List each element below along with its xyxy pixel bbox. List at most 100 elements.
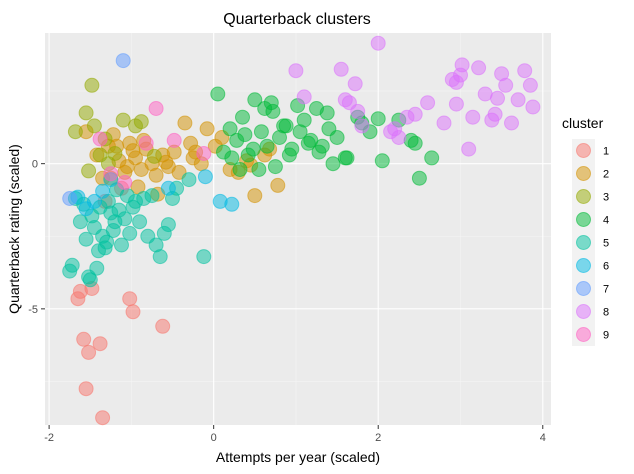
point-cluster-3 [81, 163, 97, 179]
point-cluster-8 [347, 76, 363, 92]
point-cluster-8 [504, 115, 519, 131]
data-points [62, 35, 541, 426]
point-cluster-8 [453, 67, 468, 83]
legend-swatch-1 [576, 143, 591, 158]
legend-swatch-8 [576, 304, 591, 319]
legend-label-1: 1 [603, 146, 609, 158]
point-cluster-5 [89, 260, 105, 276]
point-cluster-8 [525, 99, 541, 115]
point-cluster-6 [86, 193, 102, 209]
point-cluster-8 [498, 77, 514, 93]
point-cluster-9 [92, 131, 108, 147]
plot-panel [45, 33, 551, 425]
point-cluster-3 [84, 77, 100, 93]
legend-swatch-4 [576, 212, 591, 227]
point-cluster-8 [333, 61, 349, 77]
point-cluster-2 [270, 177, 286, 193]
y-axis-title: Quarterback rating (scaled) [6, 144, 22, 314]
point-cluster-9 [196, 146, 212, 161]
point-cluster-8 [487, 106, 503, 122]
y-tick-label: -5 [28, 304, 38, 316]
point-cluster-4 [253, 124, 269, 140]
point-cluster-1 [125, 304, 141, 320]
point-cluster-2 [148, 167, 164, 183]
point-cluster-4 [247, 92, 263, 108]
point-cluster-4 [374, 153, 390, 169]
point-cluster-2 [247, 188, 263, 204]
point-cluster-2 [125, 143, 141, 159]
point-cluster-5 [152, 249, 168, 265]
point-cluster-4 [424, 150, 440, 166]
point-cluster-4 [245, 141, 261, 157]
point-cluster-5 [78, 231, 94, 247]
x-tick-label: -2 [44, 432, 54, 444]
point-cluster-1 [95, 410, 111, 426]
point-cluster-5 [181, 172, 197, 188]
point-cluster-3 [115, 112, 131, 128]
point-cluster-3 [146, 148, 162, 164]
point-cluster-1 [76, 331, 92, 347]
point-cluster-5 [64, 257, 80, 273]
point-cluster-6 [95, 183, 111, 199]
point-cluster-9 [138, 135, 154, 151]
chart-title: Quarterback clusters [223, 11, 371, 28]
point-cluster-6 [224, 196, 240, 212]
point-cluster-4 [259, 138, 275, 154]
point-cluster-1 [122, 291, 138, 307]
x-tick-label: 2 [375, 432, 381, 444]
point-cluster-8 [420, 95, 436, 111]
point-cluster-4 [407, 135, 423, 151]
point-cluster-4 [411, 170, 427, 186]
point-cluster-2 [177, 115, 193, 131]
point-cluster-4 [311, 144, 327, 160]
point-cluster-4 [251, 162, 267, 177]
point-cluster-3 [67, 124, 83, 140]
point-cluster-8 [448, 96, 464, 112]
point-cluster-7 [115, 53, 131, 69]
point-cluster-4 [319, 105, 335, 121]
point-cluster-1 [92, 336, 108, 352]
point-cluster-4 [276, 118, 292, 134]
point-cluster-6 [197, 169, 213, 185]
point-cluster-8 [522, 77, 538, 93]
point-cluster-8 [517, 63, 533, 79]
point-cluster-9 [117, 175, 133, 190]
y-axis: -5 0 [28, 159, 45, 316]
point-cluster-1 [155, 318, 171, 334]
point-cluster-4 [281, 147, 297, 163]
point-cluster-4 [232, 162, 248, 177]
point-cluster-8 [288, 63, 304, 79]
point-cluster-1 [78, 381, 94, 397]
legend-swatch-7 [576, 281, 591, 296]
point-cluster-5 [160, 217, 176, 233]
point-cluster-5 [144, 188, 160, 204]
legend-label-2: 2 [603, 169, 609, 181]
legend-label-5: 5 [603, 238, 609, 250]
point-cluster-1 [72, 283, 88, 299]
point-cluster-4 [235, 109, 250, 125]
point-cluster-5 [114, 237, 129, 253]
legend-label-3: 3 [603, 192, 609, 204]
x-tick-label: 0 [211, 432, 217, 444]
legend-label-9: 9 [603, 330, 609, 342]
point-cluster-8 [461, 141, 477, 157]
point-cluster-2 [199, 121, 215, 137]
x-tick-label: 4 [540, 432, 546, 444]
point-cluster-4 [210, 86, 226, 102]
y-tick-label: 0 [32, 159, 38, 171]
point-cluster-4 [329, 130, 345, 145]
point-cluster-8 [354, 118, 370, 134]
legend: cluster 1 2 3 4 5 6 7 8 9 [562, 115, 609, 346]
point-cluster-8 [510, 92, 526, 108]
legend-swatch-2 [576, 166, 591, 181]
point-cluster-4 [292, 124, 308, 140]
point-cluster-8 [370, 35, 386, 51]
point-cluster-3 [107, 146, 123, 161]
legend-label-7: 7 [603, 284, 609, 296]
point-cluster-8 [296, 89, 312, 105]
point-cluster-4 [325, 156, 341, 172]
legend-swatch-6 [576, 258, 591, 273]
point-cluster-5 [82, 272, 98, 288]
point-cluster-9 [103, 166, 119, 182]
